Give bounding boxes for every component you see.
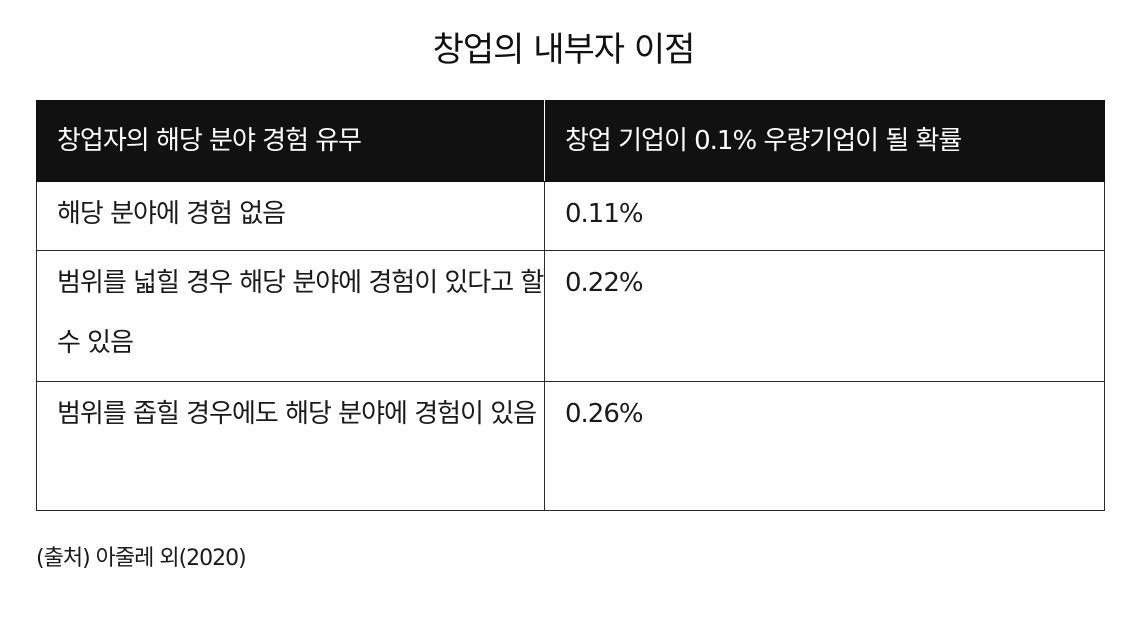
header-row: 창업자의 해당 분야 경험 유무 창업 기업이 0.1% 우량기업이 될 확률 bbox=[36, 100, 1105, 182]
table-row: 해당 분야에 경험 없음 0.11% bbox=[36, 181, 1105, 251]
source-caption: (출처) 아줄레 외(2020) bbox=[36, 546, 247, 571]
table-row: 범위를 좁힐 경우에도 해당 분야에 경험이 있음 0.26% bbox=[36, 381, 1105, 511]
comparison-table: 창업자의 해당 분야 경험 유무 창업 기업이 0.1% 우량기업이 될 확률 … bbox=[36, 100, 1105, 511]
cell-probability: 0.26% bbox=[544, 381, 1105, 511]
cell-condition: 해당 분야에 경험 없음 bbox=[36, 181, 545, 251]
cell-condition: 범위를 좁힐 경우에도 해당 분야에 경험이 있음 bbox=[36, 381, 545, 511]
cell-probability: 0.22% bbox=[544, 250, 1105, 382]
cell-probability: 0.11% bbox=[544, 181, 1105, 251]
table-row: 범위를 넓힐 경우 해당 분야에 경험이 있다고 할 수 있음 0.22% bbox=[36, 250, 1105, 382]
table-header: 창업자의 해당 분야 경험 유무 창업 기업이 0.1% 우량기업이 될 확률 bbox=[36, 100, 1105, 182]
page-title: 창업의 내부자 이점 bbox=[432, 30, 696, 70]
header-probability: 창업 기업이 0.1% 우량기업이 될 확률 bbox=[544, 100, 1105, 182]
header-experience: 창업자의 해당 분야 경험 유무 bbox=[36, 100, 545, 182]
table-body: 해당 분야에 경험 없음 0.11% 범위를 넓힐 경우 해당 분야에 경험이 … bbox=[36, 181, 1105, 511]
cell-condition: 범위를 넓힐 경우 해당 분야에 경험이 있다고 할 수 있음 bbox=[36, 250, 545, 382]
